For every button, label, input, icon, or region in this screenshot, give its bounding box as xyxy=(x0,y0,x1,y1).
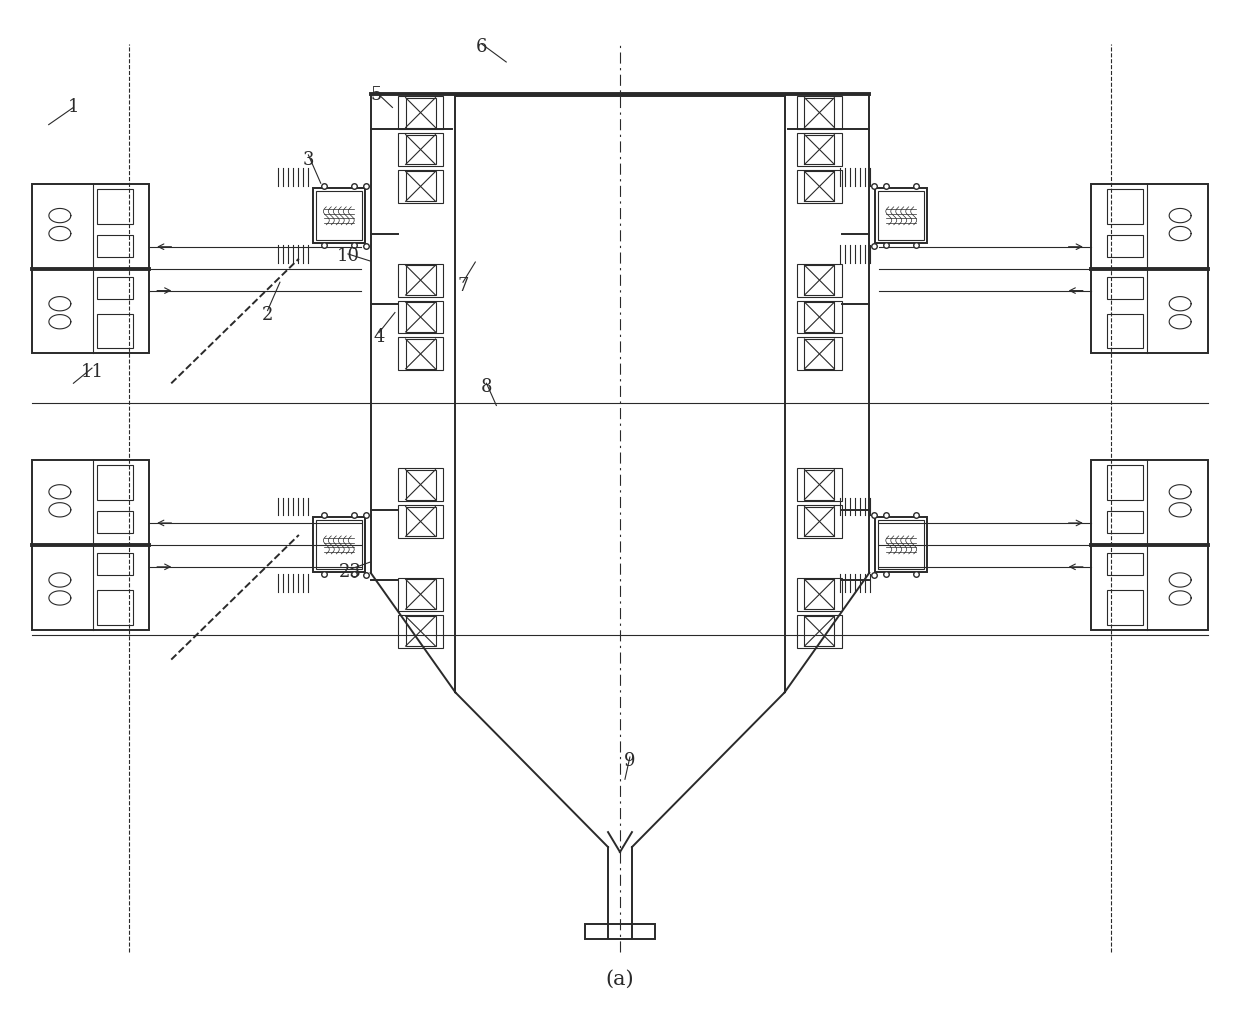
Bar xyxy=(1107,235,1143,256)
Bar xyxy=(97,465,133,500)
Bar xyxy=(796,337,842,371)
Bar xyxy=(1107,511,1143,533)
Bar xyxy=(796,615,842,647)
Bar xyxy=(405,265,435,295)
Bar xyxy=(405,302,435,332)
Text: 5: 5 xyxy=(371,86,382,104)
Bar xyxy=(1107,553,1143,574)
Bar xyxy=(97,277,133,299)
Bar xyxy=(1091,460,1209,630)
Bar xyxy=(796,301,842,333)
Bar xyxy=(97,511,133,533)
Bar xyxy=(405,135,435,164)
Text: 3: 3 xyxy=(303,151,314,169)
Bar xyxy=(405,616,435,646)
Bar xyxy=(316,191,362,240)
Bar xyxy=(796,263,842,297)
Bar xyxy=(97,188,133,224)
Bar xyxy=(31,184,149,354)
Bar xyxy=(1107,277,1143,299)
Text: (a): (a) xyxy=(605,970,635,990)
Text: 6: 6 xyxy=(476,37,487,56)
Text: 9: 9 xyxy=(624,752,636,770)
Bar xyxy=(805,339,835,369)
Bar xyxy=(805,506,835,537)
Bar xyxy=(97,553,133,574)
Bar xyxy=(405,171,435,202)
Bar xyxy=(398,133,444,166)
Text: 7: 7 xyxy=(458,278,469,295)
Text: 4: 4 xyxy=(373,328,384,345)
Bar xyxy=(398,263,444,297)
Bar xyxy=(398,468,444,501)
Bar xyxy=(398,170,444,203)
Bar xyxy=(875,188,928,243)
Bar xyxy=(796,96,842,129)
Bar xyxy=(878,521,924,569)
Bar xyxy=(796,133,842,166)
Bar xyxy=(805,97,835,128)
Bar xyxy=(805,265,835,295)
Bar xyxy=(1107,590,1143,625)
Bar xyxy=(316,521,362,569)
Bar xyxy=(805,579,835,609)
Bar xyxy=(1107,314,1143,348)
Bar xyxy=(1107,188,1143,224)
Bar xyxy=(405,470,435,499)
Bar xyxy=(796,468,842,501)
Bar xyxy=(805,135,835,164)
Text: 11: 11 xyxy=(81,363,103,381)
Bar xyxy=(405,339,435,369)
Bar xyxy=(398,505,444,538)
Bar xyxy=(878,191,924,240)
Bar xyxy=(398,577,444,611)
Bar xyxy=(796,505,842,538)
Bar xyxy=(97,590,133,625)
Bar xyxy=(405,579,435,609)
Bar xyxy=(405,97,435,128)
Bar xyxy=(796,170,842,203)
Bar xyxy=(312,518,365,572)
Bar xyxy=(398,337,444,371)
Bar xyxy=(1107,465,1143,500)
Bar xyxy=(805,470,835,499)
Text: 23: 23 xyxy=(339,563,362,581)
Bar xyxy=(97,314,133,348)
Bar xyxy=(796,577,842,611)
Bar xyxy=(398,301,444,333)
Bar xyxy=(805,616,835,646)
Bar xyxy=(398,615,444,647)
Bar xyxy=(312,188,365,243)
Bar xyxy=(805,302,835,332)
Text: 1: 1 xyxy=(68,98,79,116)
Bar xyxy=(97,235,133,256)
Bar xyxy=(31,460,149,630)
Bar xyxy=(405,506,435,537)
Text: 10: 10 xyxy=(336,247,360,265)
Bar xyxy=(398,96,444,129)
Text: 2: 2 xyxy=(262,306,273,323)
Bar xyxy=(875,518,928,572)
Bar xyxy=(585,924,655,939)
Text: 8: 8 xyxy=(481,378,492,396)
Bar xyxy=(805,171,835,202)
Bar xyxy=(1091,184,1209,354)
